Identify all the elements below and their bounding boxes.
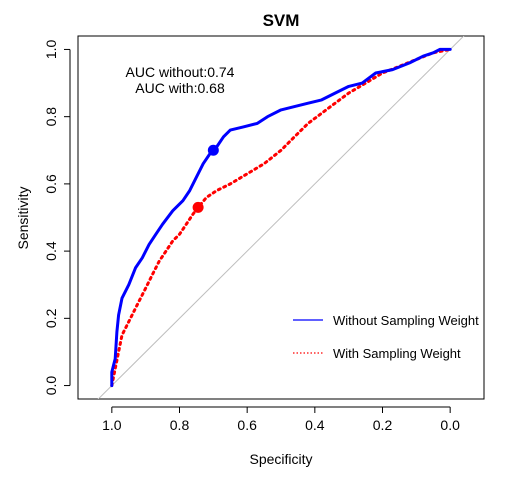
legend: Without Sampling Weight With Sampling We… [293,313,479,361]
threshold-point-with-weight [192,201,204,213]
chart-title: SVM [263,11,300,30]
roc-line-with-weight [110,47,452,388]
legend-label-without: Without Sampling Weight [333,313,479,328]
y-tick-label: 1.0 [43,40,59,60]
x-axis-label: Specificity [249,451,312,467]
y-tick-label: 0.4 [43,241,59,261]
auc-annotation-without: AUC without:0.74 [126,64,235,80]
x-tick-label: 1.0 [102,417,122,433]
threshold-point-without-weight [207,144,219,156]
y-axis-label: Sensitivity [15,186,31,249]
y-tick-label: 0.0 [43,376,59,396]
axes: 1.0 0.8 0.6 0.4 0.2 0.0 0.0 0.2 0.4 0.6 0.8 1.0 [43,40,460,433]
plot-frame [77,35,485,400]
y-tick-label: 0.2 [43,308,59,328]
roc-line-without-weight [110,47,452,388]
reference-diagonal [97,36,465,399]
x-tick-label: 0.0 [440,417,460,433]
y-tick-label: 0.8 [43,107,59,127]
auc-annotation-with: AUC with:0.68 [135,80,225,96]
x-tick-label: 0.4 [305,417,325,433]
legend-label-with: With Sampling Weight [333,346,461,361]
series-layer [97,36,465,399]
x-tick-label: 0.8 [170,417,190,433]
y-tick-label: 0.6 [43,174,59,194]
x-tick-label: 0.2 [373,417,393,433]
x-tick-label: 0.6 [237,417,257,433]
